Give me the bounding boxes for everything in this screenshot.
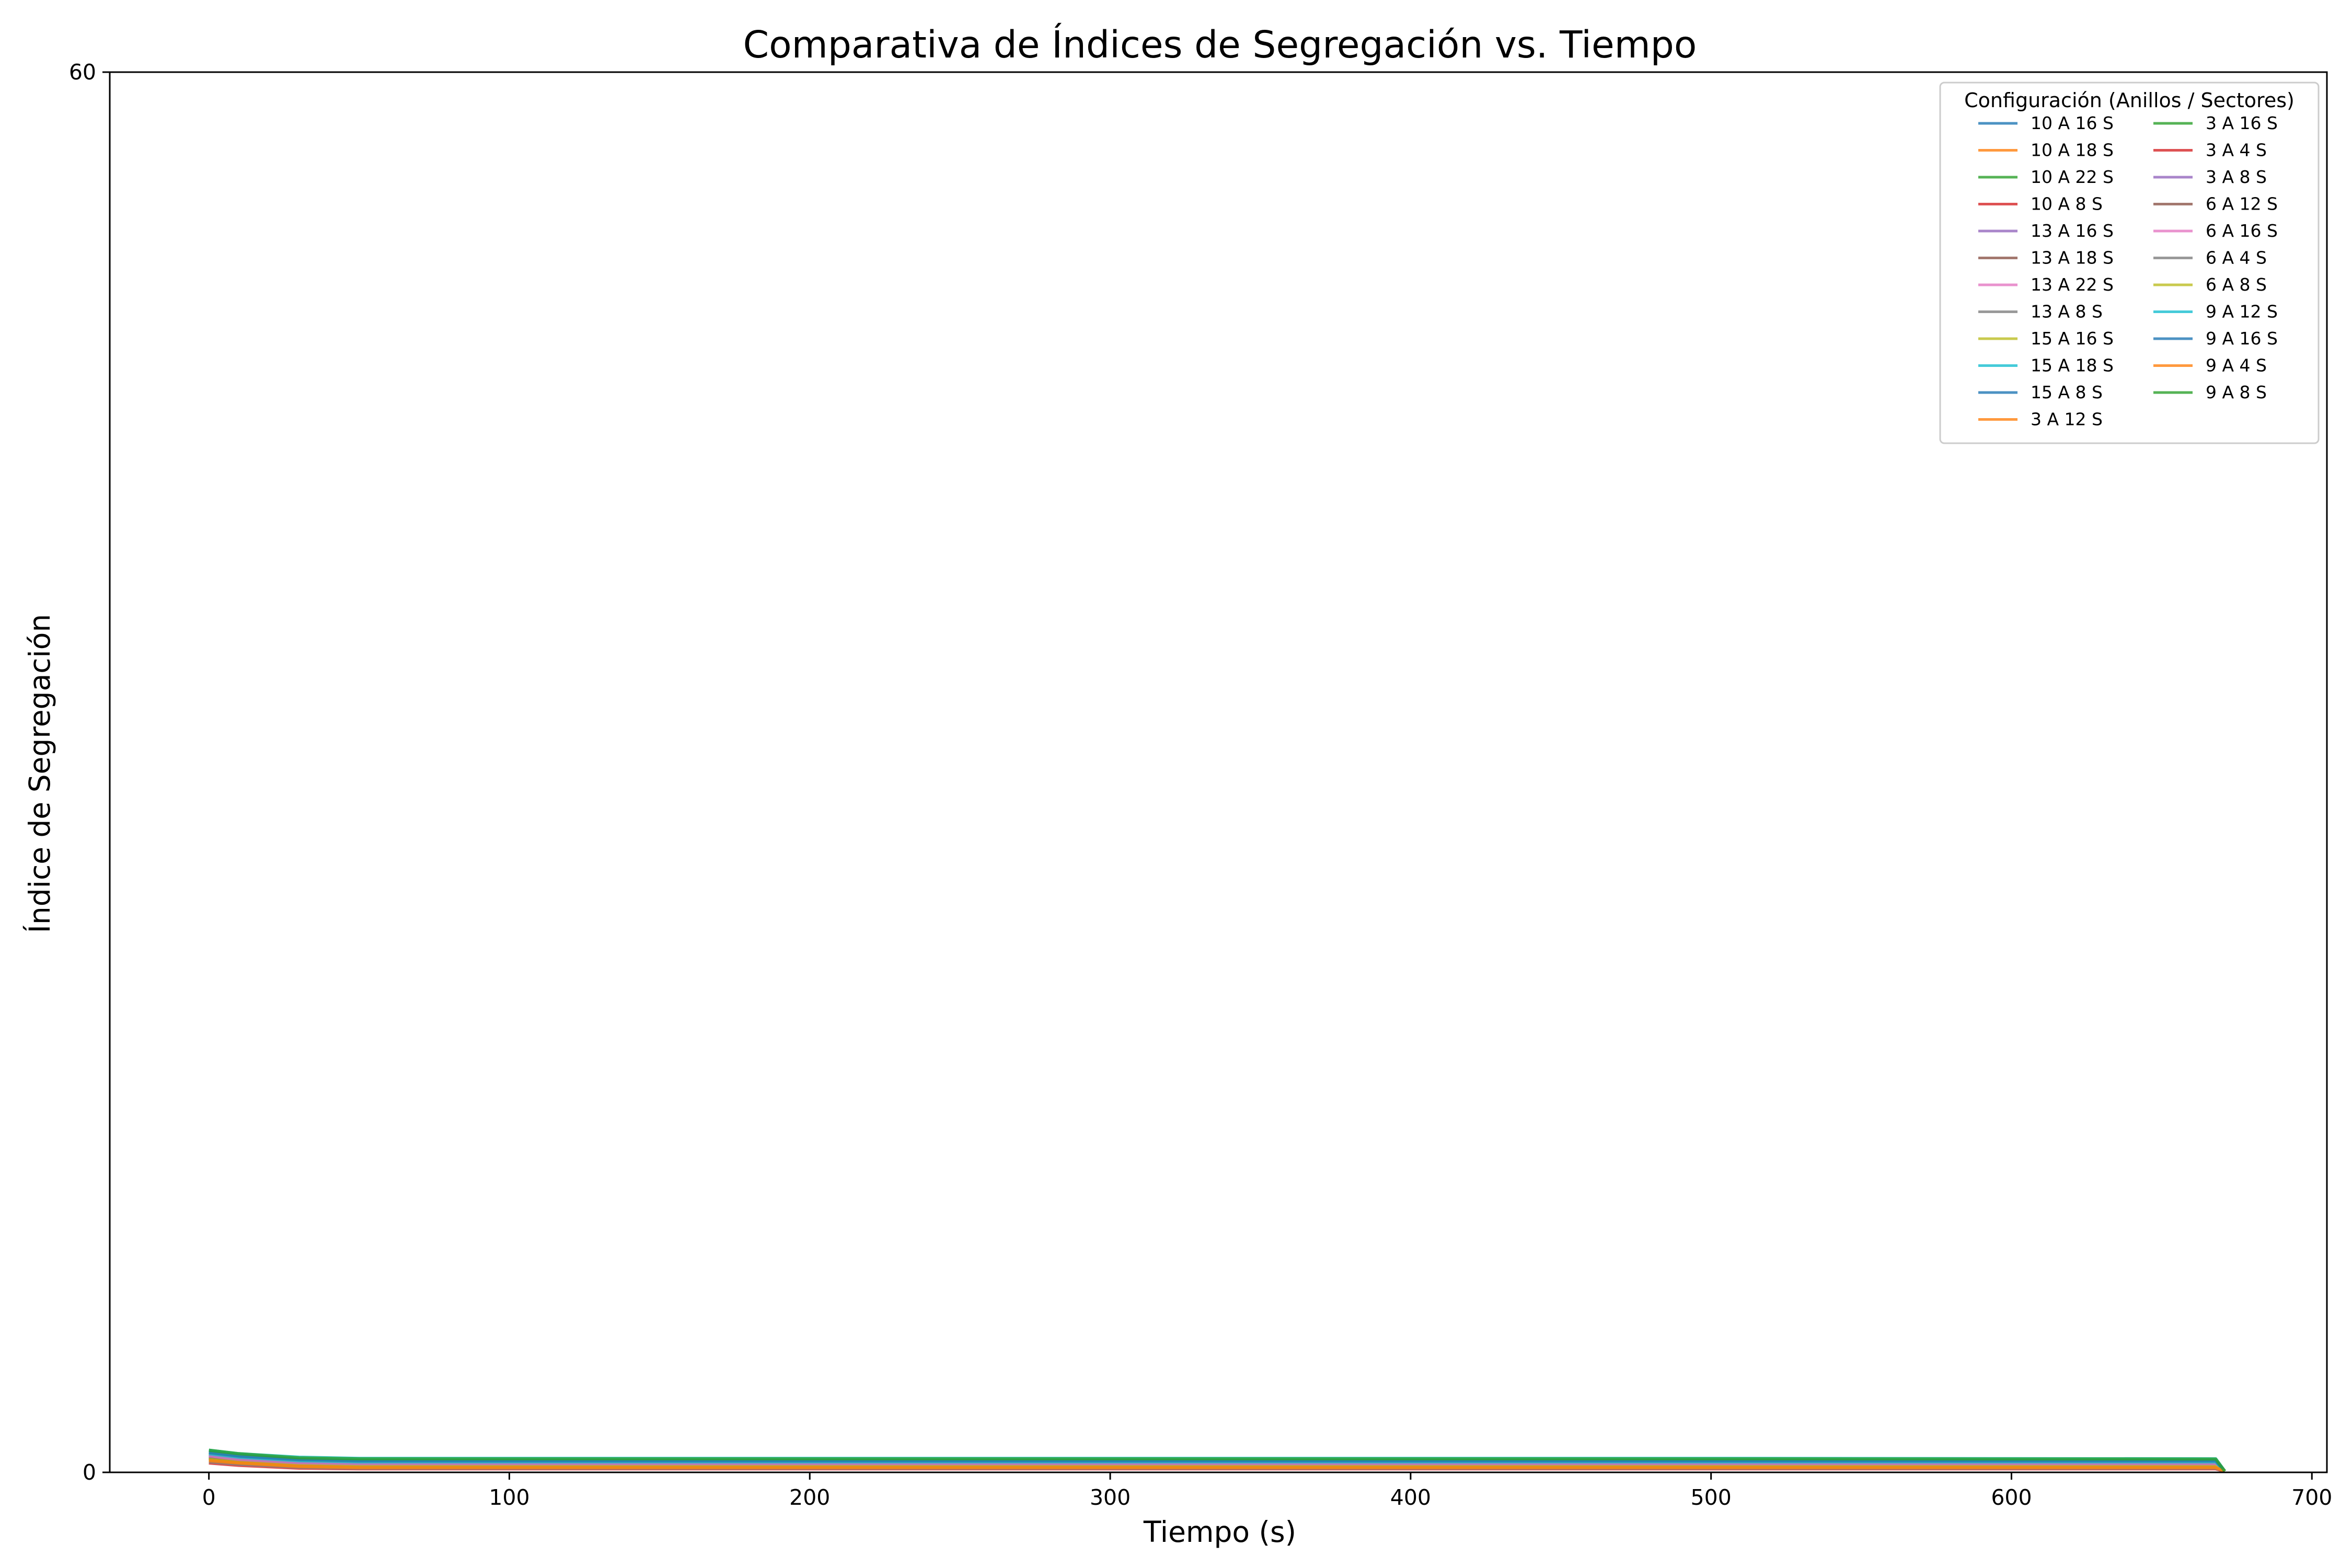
y-tick-label: 60	[69, 60, 96, 85]
y-tick-label: 0	[83, 1460, 96, 1485]
y-axis: 0 60	[69, 60, 110, 1485]
x-tick-label: 400	[1390, 1485, 1431, 1510]
y-axis-label: Índice de Segregación	[22, 614, 56, 933]
legend-entry-label: 6 A 4 S	[2206, 248, 2267, 268]
legend-entry-label: 9 A 16 S	[2206, 328, 2278, 349]
legend-entry-label: 13 A 8 S	[2031, 302, 2103, 322]
series-line-22	[209, 1459, 2226, 1473]
legend-entry-label: 9 A 4 S	[2206, 355, 2267, 376]
legend-title: Configuración (Anillos / Sectores)	[1964, 89, 2295, 112]
legend-entry-label: 15 A 18 S	[2031, 355, 2114, 376]
legend-entry-label: 6 A 16 S	[2206, 221, 2278, 241]
legend-entry-label: 13 A 16 S	[2031, 221, 2114, 241]
chart-title: Comparativa de Índices de Segregación vs…	[743, 23, 1697, 66]
x-axis-label: Tiempo (s)	[1143, 1515, 1296, 1549]
legend-entry-label: 3 A 4 S	[2206, 140, 2267, 160]
legend-entry-label: 3 A 8 S	[2206, 167, 2267, 187]
legend-entry-label: 3 A 16 S	[2206, 113, 2278, 133]
legend-entry-label: 15 A 16 S	[2031, 328, 2114, 349]
legend-entry-label: 13 A 18 S	[2031, 248, 2114, 268]
legend-entry-label: 6 A 8 S	[2206, 274, 2267, 295]
x-tick-label: 600	[1991, 1485, 2032, 1510]
legend-entry-label: 6 A 12 S	[2206, 194, 2278, 214]
series-line-21	[209, 1451, 2226, 1472]
legend-box	[1939, 82, 2320, 444]
legend-entry-label: 9 A 12 S	[2206, 302, 2278, 322]
legend-entry-label: 13 A 22 S	[2031, 274, 2114, 295]
legend-entry-label: 3 A 12 S	[2031, 409, 2103, 430]
legend-entry-label: 15 A 8 S	[2031, 382, 2103, 402]
x-tick-label: 0	[202, 1485, 216, 1510]
x-tick-label: 500	[1691, 1485, 1732, 1510]
plot-area	[110, 1448, 2327, 1473]
x-tick-label: 300	[1090, 1485, 1131, 1510]
legend-entry-label: 10 A 18 S	[2031, 140, 2114, 160]
series-line-17	[209, 1454, 2226, 1473]
x-tick-label: 700	[2291, 1485, 2332, 1510]
x-axis: 0 100 200 300 400 500 600 700	[202, 1472, 2332, 1510]
legend-entries: 10 A 16 S 10 A 18 S 10 A 22 S 10 A 8 S 13 A …	[1978, 113, 2278, 430]
legend-entry-label: 10 A 22 S	[2031, 167, 2114, 187]
legend: Configuración (Anillos / Sectores) 10 A …	[1939, 82, 2320, 444]
legend-entry-label: 9 A 8 S	[2206, 382, 2267, 402]
legend-entry-label: 10 A 8 S	[2031, 194, 2103, 214]
legend-entry-label: 10 A 16 S	[2031, 113, 2114, 133]
x-tick-label: 200	[789, 1485, 830, 1510]
series-line-23	[209, 1448, 2227, 1472]
plot-frame	[109, 71, 2328, 1473]
x-tick-label: 100	[489, 1485, 529, 1510]
